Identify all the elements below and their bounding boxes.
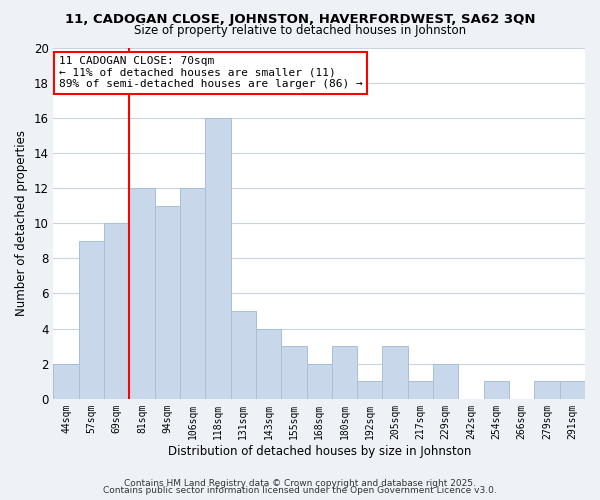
Text: 11, CADOGAN CLOSE, JOHNSTON, HAVERFORDWEST, SA62 3QN: 11, CADOGAN CLOSE, JOHNSTON, HAVERFORDWE… <box>65 12 535 26</box>
Bar <box>484 382 509 399</box>
Bar <box>53 364 79 399</box>
Bar <box>79 240 104 399</box>
Bar <box>104 223 130 399</box>
Y-axis label: Number of detached properties: Number of detached properties <box>15 130 28 316</box>
Bar <box>230 311 256 399</box>
Bar <box>256 328 281 399</box>
Bar <box>281 346 307 399</box>
Bar <box>382 346 408 399</box>
Bar <box>180 188 205 399</box>
Bar <box>560 382 585 399</box>
Text: Size of property relative to detached houses in Johnston: Size of property relative to detached ho… <box>134 24 466 37</box>
Bar <box>130 188 155 399</box>
Text: 11 CADOGAN CLOSE: 70sqm
← 11% of detached houses are smaller (11)
89% of semi-de: 11 CADOGAN CLOSE: 70sqm ← 11% of detache… <box>59 56 362 90</box>
Bar <box>332 346 357 399</box>
Bar <box>155 206 180 399</box>
Bar <box>433 364 458 399</box>
Text: Contains HM Land Registry data © Crown copyright and database right 2025.: Contains HM Land Registry data © Crown c… <box>124 478 476 488</box>
X-axis label: Distribution of detached houses by size in Johnston: Distribution of detached houses by size … <box>167 444 471 458</box>
Bar <box>307 364 332 399</box>
Bar <box>535 382 560 399</box>
Bar <box>408 382 433 399</box>
Bar <box>205 118 230 399</box>
Bar <box>357 382 382 399</box>
Text: Contains public sector information licensed under the Open Government Licence v3: Contains public sector information licen… <box>103 486 497 495</box>
